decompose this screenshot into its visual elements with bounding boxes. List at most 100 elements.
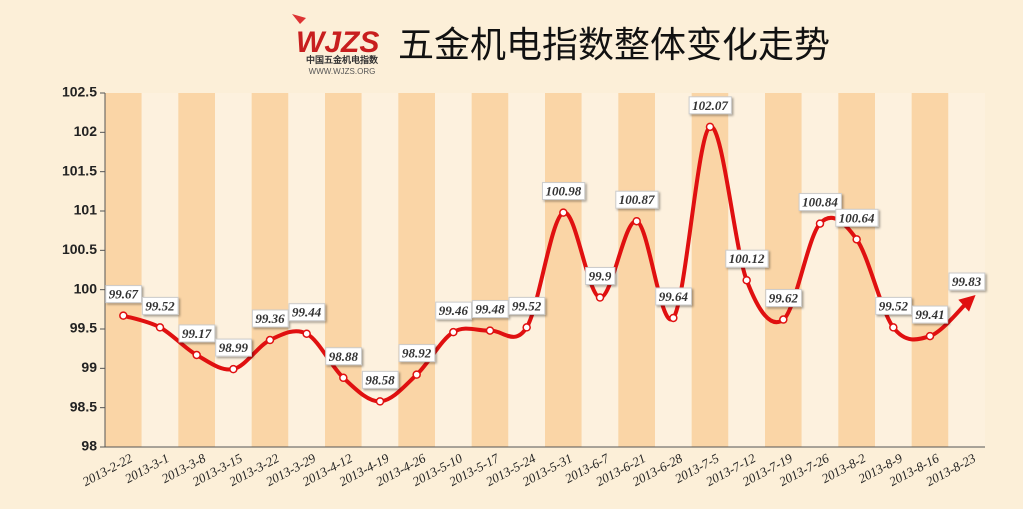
data-label-box xyxy=(471,300,509,319)
data-label-box xyxy=(141,296,179,315)
logo-arrow xyxy=(292,14,306,24)
data-point xyxy=(889,323,898,332)
data-label: 99.36 xyxy=(255,311,285,326)
data-label: 99.48 xyxy=(475,302,505,317)
data-point xyxy=(779,315,788,324)
data-point xyxy=(229,364,238,374)
y-tick-label: 98 xyxy=(81,438,97,454)
data-label: 99.62 xyxy=(769,291,799,306)
data-label: 100.12 xyxy=(729,251,765,266)
data-label-box xyxy=(875,296,912,315)
column-band xyxy=(765,93,802,447)
data-point xyxy=(412,370,421,379)
data-label-box xyxy=(435,301,472,320)
y-tick-label: 98.5 xyxy=(70,398,97,414)
data-point xyxy=(119,311,128,320)
column-band xyxy=(545,93,582,447)
data-label-box xyxy=(948,272,986,291)
column-band xyxy=(471,93,509,447)
data-label-box xyxy=(615,190,659,209)
data-label: 99.64 xyxy=(659,289,689,304)
data-label-box xyxy=(508,296,546,315)
data-label: 99.17 xyxy=(182,326,212,341)
column-band xyxy=(178,93,215,447)
data-point xyxy=(559,208,568,217)
column-band xyxy=(508,93,545,447)
data-point xyxy=(192,350,201,360)
y-tick-label: 99.5 xyxy=(70,320,97,336)
data-label-box xyxy=(541,182,586,201)
logo-text: WJZS xyxy=(296,26,379,59)
column-band xyxy=(728,93,765,447)
data-label-box xyxy=(585,267,616,286)
data-point xyxy=(449,327,458,337)
data-label-box xyxy=(288,303,326,322)
data-label: 99.44 xyxy=(292,305,322,320)
y-tick-label: 101.5 xyxy=(62,162,97,178)
y-tick-label: 99 xyxy=(81,359,97,375)
arrow-head xyxy=(958,295,976,312)
logo: WJZS 中国五金机电指数 WWW.WJZS.ORG xyxy=(292,14,379,76)
column-band xyxy=(105,93,142,447)
data-point xyxy=(265,335,275,345)
data-label-box xyxy=(251,309,289,328)
column-band xyxy=(875,93,912,447)
data-point xyxy=(595,293,605,302)
data-label: 99.9 xyxy=(589,269,612,284)
data-point xyxy=(705,122,715,132)
data-point xyxy=(485,326,495,335)
data-label: 98.99 xyxy=(219,340,249,355)
data-label: 99.41 xyxy=(915,307,944,322)
data-label: 98.92 xyxy=(402,346,432,361)
data-point xyxy=(632,216,641,226)
data-point xyxy=(339,373,348,383)
logo-subtitle: 中国五金机电指数 xyxy=(306,54,379,65)
data-label-box xyxy=(725,249,769,268)
data-label-box xyxy=(105,285,142,304)
data-point xyxy=(742,275,751,285)
data-label-box xyxy=(835,208,879,227)
data-point xyxy=(925,331,935,341)
column-band xyxy=(398,93,435,447)
column-band xyxy=(948,93,985,447)
data-label: 100.84 xyxy=(802,195,838,210)
data-label-box xyxy=(688,96,732,115)
data-point xyxy=(852,235,861,244)
data-label-box xyxy=(765,289,802,308)
data-label: 99.52 xyxy=(512,298,542,313)
data-point xyxy=(669,313,678,323)
data-label: 102.07 xyxy=(692,98,728,113)
data-label-box xyxy=(398,344,436,363)
data-label-box xyxy=(361,370,399,389)
data-label-box xyxy=(911,305,949,324)
data-label: 99.67 xyxy=(109,287,139,302)
column-band xyxy=(361,93,399,447)
y-tick-label: 101 xyxy=(74,202,98,218)
data-label-box xyxy=(325,347,362,366)
data-point xyxy=(815,219,825,228)
data-label-box xyxy=(798,193,842,212)
data-label-box xyxy=(655,287,692,306)
data-label-box xyxy=(178,324,216,343)
column-band xyxy=(618,93,655,447)
data-point xyxy=(375,397,385,406)
y-tick-label: 100.5 xyxy=(62,241,97,257)
data-label: 99.52 xyxy=(145,298,175,313)
column-band xyxy=(691,93,729,447)
data-label: 100.87 xyxy=(619,192,655,207)
data-label: 98.58 xyxy=(365,372,395,387)
data-label-box xyxy=(215,338,252,357)
data-label: 99.46 xyxy=(439,303,469,318)
column-band xyxy=(251,93,289,447)
data-point xyxy=(302,329,311,338)
logo-url: WWW.WJZS.ORG xyxy=(309,67,376,76)
column-band xyxy=(288,93,325,447)
data-label: 99.83 xyxy=(952,274,982,289)
line xyxy=(121,124,969,404)
chart-title: 五金机电指数整体变化走势 xyxy=(398,25,830,66)
y-tick-label: 102.5 xyxy=(62,84,97,100)
column-band xyxy=(801,93,839,447)
data-point xyxy=(522,323,531,332)
column-band xyxy=(435,93,472,447)
